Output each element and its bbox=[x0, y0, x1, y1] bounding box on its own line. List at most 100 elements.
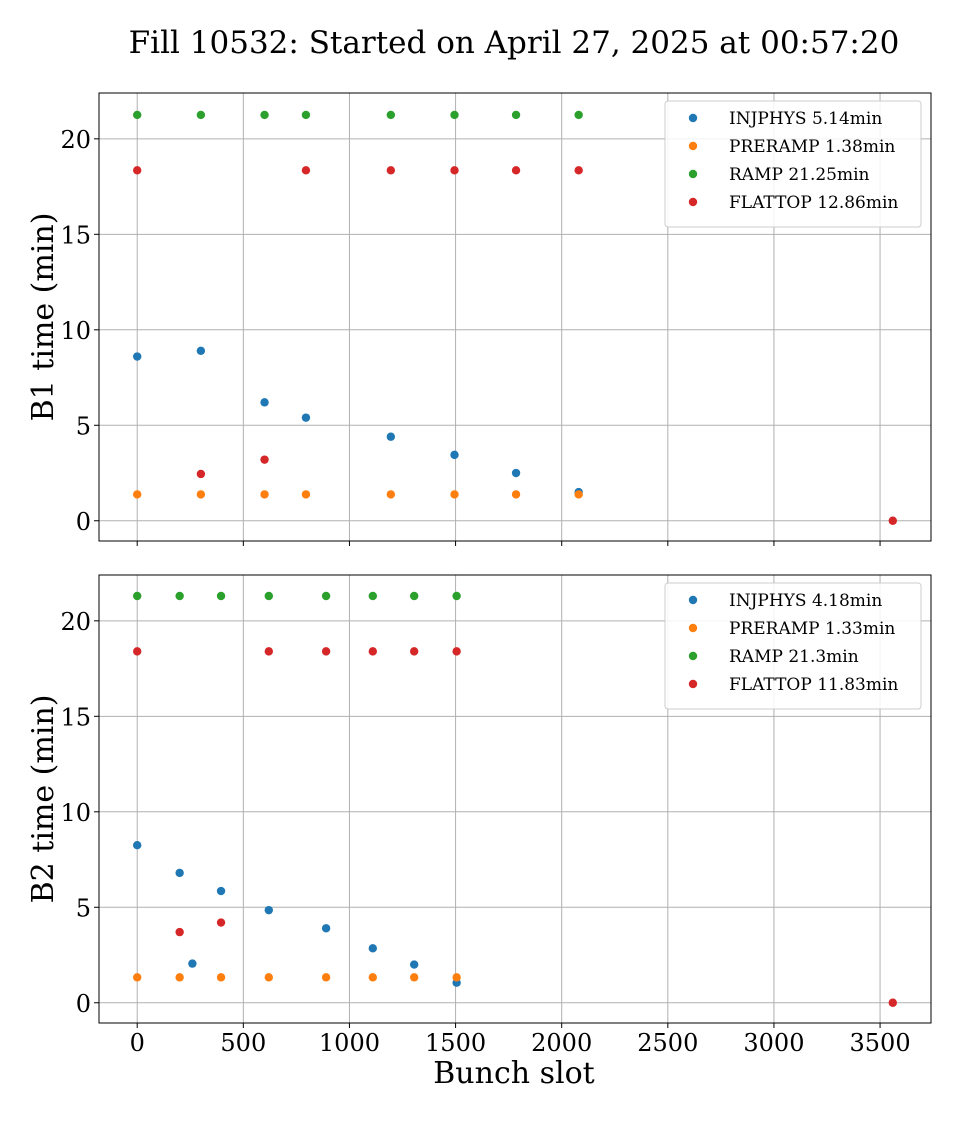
panel-1-series-1-point bbox=[196, 346, 206, 356]
panel-1-legend-marker-1 bbox=[688, 113, 698, 123]
panel-1-series-3-point bbox=[301, 110, 311, 120]
panel-2-axes-frame bbox=[98, 574, 932, 1024]
panel-2-series-3-point bbox=[133, 591, 142, 601]
panel-1-series-4-point bbox=[196, 469, 206, 479]
panel-1-series-1-point bbox=[511, 468, 521, 478]
panel-2-legend-entry-3: RAMP 21.3min bbox=[729, 647, 859, 667]
panel-2-series-4-point bbox=[368, 647, 377, 656]
panel-1-series-4-point bbox=[888, 516, 897, 525]
panel-2-y-axis-label: B2 time (min) bbox=[26, 695, 61, 904]
panel-1-legend-marker-3 bbox=[688, 169, 698, 179]
panel-2-series-2-point bbox=[409, 973, 419, 982]
panel-1-series-3-point bbox=[260, 110, 269, 120]
panel-2-legend-entry-4: FLATTOP 11.83min bbox=[729, 675, 898, 695]
panel-2-series-3-point bbox=[216, 591, 226, 601]
panel-1-series-1-point bbox=[301, 413, 311, 422]
panel-1: 0 5 10 15 20 B1 time (min) INJPHYS 5.14min PRER… bbox=[26, 92, 932, 546]
panel-1-series-2-point bbox=[301, 490, 311, 499]
panel-1-legend-entry-3: RAMP 21.25min bbox=[729, 165, 870, 185]
panel-2-series-4-point bbox=[452, 647, 461, 656]
panel-1-legend: INJPHYS 5.14min PRERAMP 1.38min RAMP 21.25… bbox=[664, 100, 922, 228]
chart-title: Fill 10532: Started on April 27, 2025 at… bbox=[129, 25, 900, 61]
panel-2-legend-marker-2 bbox=[688, 623, 698, 633]
panel-2-series-3-point bbox=[264, 591, 273, 601]
panel-2-series-2-point bbox=[452, 973, 461, 982]
panel-2-legend-box bbox=[664, 582, 922, 710]
panel-1-series-1-point bbox=[260, 398, 269, 407]
panel-1-series-4-point bbox=[260, 455, 269, 464]
panel-2-series-2-point bbox=[133, 973, 142, 982]
panel-2-legend-marker-3 bbox=[688, 651, 698, 661]
panel-1-legend-marker-2 bbox=[688, 141, 698, 151]
panel-2-series-4-point bbox=[133, 647, 142, 656]
panel-2-series-1-point bbox=[368, 944, 377, 953]
panel-1-y-tick-label: 20 bbox=[60, 126, 91, 154]
x-axis-label: Bunch slot bbox=[433, 1056, 594, 1091]
x-tick-label: 0 bbox=[130, 1029, 145, 1057]
panel-2: 0 500 1000 1500 2000 2500 3000 3500 0 5 10 15 20 B2 t… bbox=[26, 574, 932, 1057]
panel-1-series-2-point bbox=[133, 490, 142, 499]
x-tick-label: 1000 bbox=[319, 1029, 380, 1057]
panel-2-y-tick-label: 20 bbox=[60, 608, 91, 636]
panel-1-series-3-point bbox=[196, 110, 206, 120]
panel-1-series-2-point bbox=[574, 490, 583, 499]
panel-1-legend-marker-4 bbox=[688, 197, 698, 207]
panel-2-series-3-point bbox=[452, 591, 461, 601]
panel-1-axes-frame bbox=[98, 92, 932, 542]
panel-1-y-tick-label: 5 bbox=[76, 412, 91, 440]
panel-2-series-1-point bbox=[216, 886, 226, 896]
panel-2-series-4-point bbox=[264, 647, 273, 656]
panel-2-y-tick-label: 0 bbox=[76, 990, 91, 1018]
panel-1-series-4-point bbox=[511, 166, 521, 175]
panel-2-series-4-point bbox=[216, 918, 226, 927]
panel-1-series-1-point bbox=[133, 352, 142, 361]
panel-2-legend-entry-2: PRERAMP 1.33min bbox=[729, 619, 895, 639]
panel-1-series-2-point bbox=[511, 490, 521, 499]
x-tick-label: 2500 bbox=[637, 1029, 698, 1057]
panel-2-series-3-point bbox=[321, 591, 331, 601]
panel-2-series-1-point bbox=[321, 924, 331, 933]
panel-2-legend-marker-4 bbox=[688, 679, 698, 689]
panel-2-series-2 bbox=[133, 973, 461, 982]
panel-2-series-1 bbox=[133, 841, 461, 987]
panel-1-series-3-point bbox=[574, 110, 583, 120]
x-tick-label: 1500 bbox=[425, 1029, 486, 1057]
panel-2-series-3-point bbox=[175, 591, 184, 601]
panel-1-series-2-point bbox=[386, 490, 396, 499]
panel-2-y-tick-label: 15 bbox=[60, 703, 91, 731]
panel-1-series-4 bbox=[133, 166, 897, 525]
panel-2-y-tick-label: 5 bbox=[76, 894, 91, 922]
panel-2-series-3-point bbox=[368, 591, 377, 601]
panel-1-series-1 bbox=[133, 346, 583, 497]
panel-2-series-4-point bbox=[175, 927, 184, 937]
panel-2-series-4-point bbox=[888, 998, 897, 1007]
panel-1-y-tick-label: 15 bbox=[60, 221, 91, 249]
panel-1-series-3-point bbox=[133, 110, 142, 120]
panel-1-series-1-point bbox=[386, 432, 396, 441]
panel-1-series-3 bbox=[133, 110, 583, 120]
panel-1-series-4-point bbox=[386, 166, 396, 175]
panel-2-series-4 bbox=[133, 647, 897, 1007]
panel-1-legend-box bbox=[664, 100, 922, 228]
panel-2-series-1-point bbox=[264, 905, 273, 915]
panel-2-series-2-point bbox=[264, 973, 273, 982]
x-tick-label: 2000 bbox=[531, 1029, 592, 1057]
panel-2-series-1-point bbox=[188, 959, 197, 968]
panel-2-series-1-point bbox=[409, 960, 419, 969]
panel-1-series-2 bbox=[133, 490, 583, 499]
panel-1-legend-entry-4: FLATTOP 12.86min bbox=[729, 193, 898, 213]
panel-1-series-2-point bbox=[196, 490, 206, 499]
panel-2-legend-entry-1: INJPHYS 4.18min bbox=[729, 591, 882, 611]
panel-2-series-1-point bbox=[175, 868, 184, 878]
panel-2-series-2-point bbox=[321, 973, 331, 982]
x-tick-label: 3000 bbox=[743, 1029, 804, 1057]
panel-1-series-3-point bbox=[450, 110, 459, 120]
panel-2-series-4-point bbox=[409, 647, 419, 656]
panel-2-series-1-point bbox=[133, 841, 142, 850]
panel-2-y-tick-label: 10 bbox=[60, 799, 91, 827]
panel-1-series-2-point bbox=[260, 490, 269, 499]
panel-1-series-4-point bbox=[133, 166, 142, 175]
panel-2-series-3-point bbox=[409, 591, 419, 601]
x-tick-label: 500 bbox=[220, 1029, 266, 1057]
